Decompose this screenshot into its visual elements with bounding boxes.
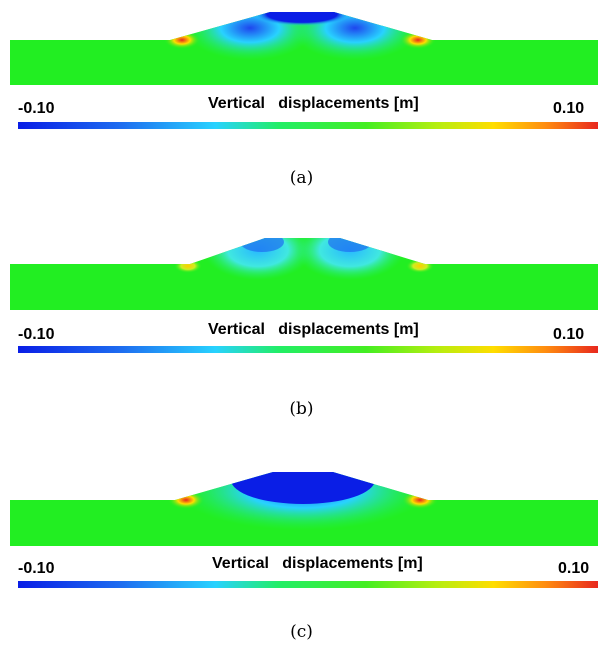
displacement-contour-b: -0.10 Vertical displacements [m] 0.10: [10, 238, 598, 353]
colorbar-b: [18, 346, 598, 353]
colorbar-max-label: 0.10: [558, 560, 589, 577]
colorbar-title: Vertical displacements [m]: [212, 555, 423, 572]
colorbar-a: [18, 122, 598, 129]
panel-b: -0.10 Vertical displacements [m] 0.10 (b…: [0, 224, 603, 434]
colorbar-min-label: -0.10: [18, 100, 55, 117]
colorbar-max-label: 0.10: [553, 100, 584, 117]
displacement-contour-c: -0.10 Vertical displacements [m] 0.10: [10, 472, 598, 588]
panel-a: -0.10 Vertical displacements [m] 0.10 (a…: [0, 0, 603, 210]
colorbar-title: Vertical displacements [m]: [208, 321, 419, 338]
colorbar-title: Vertical displacements [m]: [208, 95, 419, 112]
caption-c: (c): [290, 622, 313, 642]
colorbar-min-label: -0.10: [18, 326, 55, 343]
caption-b: (b): [289, 399, 314, 419]
colorbar-max-label: 0.10: [553, 326, 584, 343]
caption-a: (a): [289, 168, 314, 188]
panel-c: -0.10 Vertical displacements [m] 0.10 (c…: [0, 456, 603, 666]
colorbar-c: [18, 581, 598, 588]
displacement-contour-a: -0.10 Vertical displacements [m] 0.10: [10, 12, 598, 129]
colorbar-min-label: -0.10: [18, 560, 55, 577]
